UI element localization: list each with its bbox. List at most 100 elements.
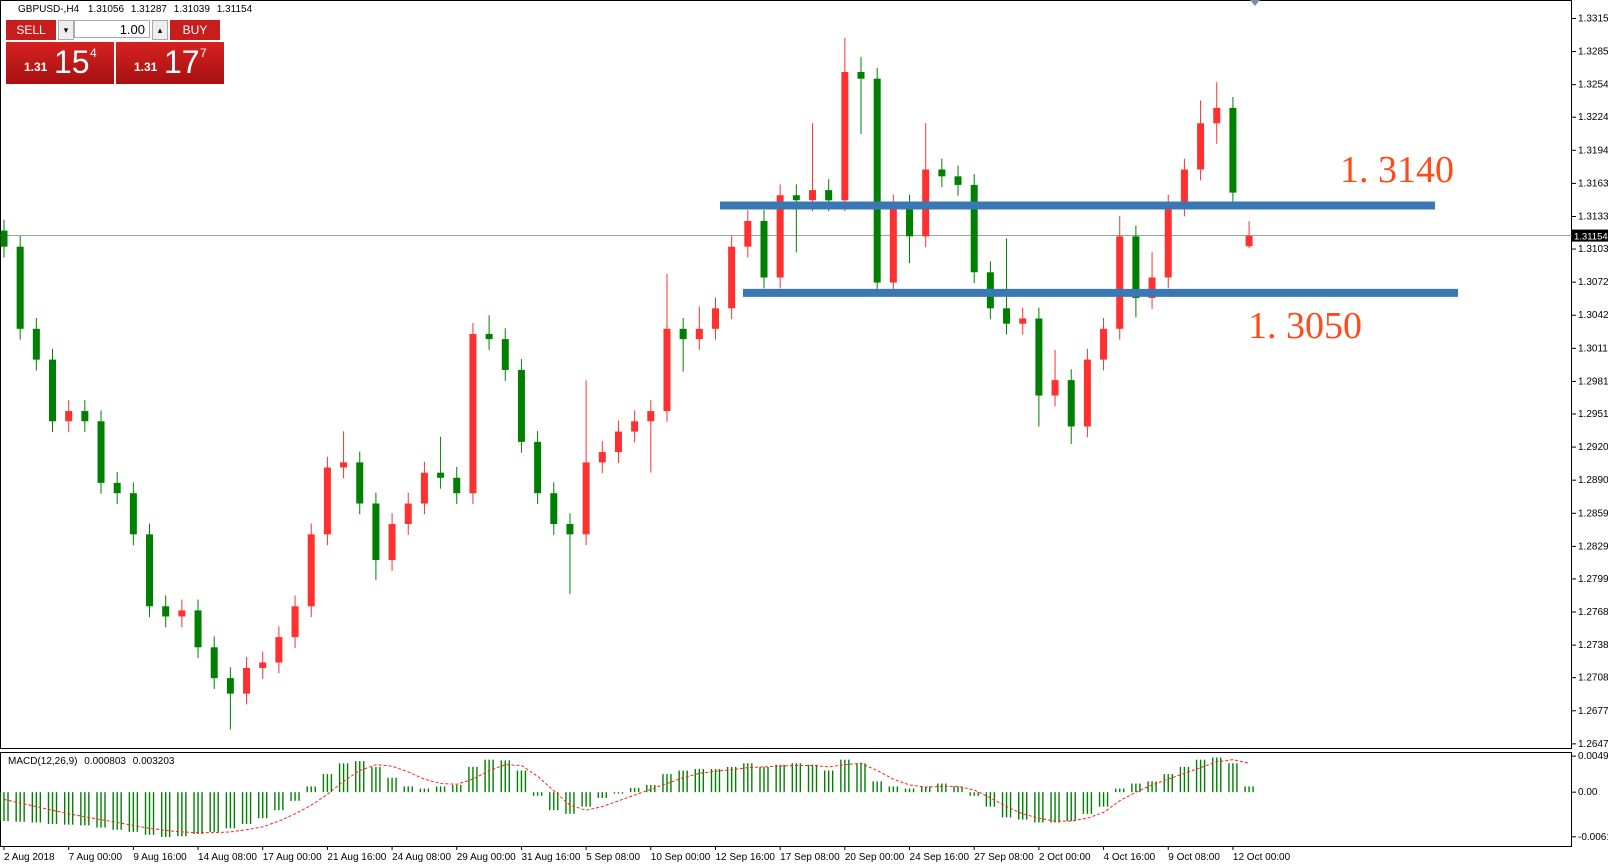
lot-up[interactable]: ▴ (152, 20, 168, 40)
candle-body (1116, 236, 1124, 329)
macd-bar (1050, 792, 1052, 823)
macd-bar (492, 759, 494, 793)
current-price-label: 1.31154 (1574, 232, 1608, 243)
macd-bar (1106, 792, 1109, 807)
y-tick-label: 1.31330 (1578, 211, 1608, 222)
macd-bar (1038, 792, 1040, 823)
macd-bar (1216, 757, 1218, 793)
macd-bar (161, 792, 163, 837)
sell-price[interactable]: 1.31 15 4 (6, 42, 114, 84)
candle-body (695, 328, 703, 340)
macd-bar (136, 792, 139, 832)
macd-bar (573, 792, 575, 814)
macd-bar (148, 792, 151, 835)
macd-bar (51, 792, 54, 824)
y-tick-label: 1.28900 (1578, 475, 1608, 486)
macd-bar (1212, 757, 1214, 793)
macd-bar (15, 792, 17, 822)
current-price-tag (1572, 229, 1608, 242)
macd-bar (35, 792, 38, 823)
lot-down[interactable]: ▾ (58, 20, 74, 40)
y-tick-label: 1.30420 (1578, 310, 1608, 321)
macd-bar (96, 792, 98, 828)
x-tick-label: 27 Sep 08:00 (974, 852, 1034, 863)
macd-bar (314, 786, 316, 793)
x-tick-label: 7 Aug 00:00 (69, 852, 123, 863)
macd-bar (100, 792, 102, 828)
macd-y-tick-label: 0.00 (1578, 787, 1598, 798)
macd-bar (3, 792, 5, 822)
candle-body (1035, 318, 1043, 396)
y-tick-label: 1.33155 (1578, 13, 1608, 24)
macd-bar (128, 792, 131, 832)
macd-bar (120, 792, 122, 830)
macd-bar (104, 792, 106, 828)
macd-bar (225, 792, 228, 829)
candle-body (178, 610, 186, 617)
x-tick-label: 10 Sep 00:00 (651, 852, 711, 863)
candle-body (728, 246, 736, 309)
macd-bar (165, 792, 167, 837)
lot-input[interactable]: 1.00 (74, 20, 150, 38)
candle-body (16, 246, 24, 329)
macd-bar (646, 784, 648, 793)
macd-bar (565, 792, 567, 814)
macd-bar (1167, 774, 1169, 793)
macd-bar (864, 763, 866, 793)
macd-bar (1022, 792, 1024, 820)
candle-body (744, 220, 752, 247)
y-tick-label: 1.30115 (1578, 343, 1608, 354)
buy-button[interactable]: BUY (170, 20, 220, 40)
macd-bar (152, 792, 155, 835)
macd-bar (1082, 792, 1085, 814)
macd-bar (67, 792, 70, 825)
candle-body (1180, 169, 1188, 206)
candle-body (49, 359, 57, 422)
macd-bar (1179, 766, 1182, 793)
macd-bar (249, 792, 252, 824)
header-open: 1.31056 (88, 4, 125, 15)
x-tick-label: 17 Sep 08:00 (780, 852, 840, 863)
x-tick-label: 20 Sep 00:00 (845, 852, 905, 863)
macd-bar (629, 787, 632, 793)
macd-bar (1195, 759, 1198, 793)
candle-body (534, 441, 542, 494)
buy-price-pips: 17 (164, 44, 200, 80)
macd-bar (278, 792, 280, 811)
macd-bar (460, 784, 462, 793)
macd-bar (1005, 792, 1008, 818)
macd-bar (747, 763, 749, 793)
macd-bar (1123, 788, 1125, 793)
macd-bar (860, 763, 862, 793)
sell-button[interactable]: SELL (6, 20, 56, 40)
macd-y-tick-label: -0.00618 (1578, 832, 1608, 843)
y-tick-label: 1.28290 (1578, 541, 1608, 552)
macd-bar (84, 792, 86, 826)
x-tick-label: 2 Aug 2018 (4, 852, 55, 863)
candle-body (485, 333, 493, 340)
candle-body (938, 169, 946, 177)
macd-bar (1228, 763, 1230, 793)
macd-bar (650, 784, 652, 793)
macd-signal-value: 0.003203 (133, 756, 175, 767)
macd-bar (682, 770, 684, 793)
macd-y-tick-label: 0.00499 (1578, 751, 1608, 762)
macd-bar (169, 792, 171, 837)
macd-bar (532, 792, 535, 796)
candle-body (1003, 308, 1011, 324)
candle-body (113, 482, 121, 494)
y-tick-label: 1.26775 (1578, 706, 1608, 717)
candle-body (501, 339, 509, 370)
macd-bar (783, 764, 785, 793)
candle-body (372, 503, 380, 561)
macd-bar (799, 763, 802, 793)
candle-body (582, 462, 590, 535)
macd-bar (1009, 792, 1012, 818)
macd-bar (536, 792, 539, 796)
buy-price[interactable]: 1.31 17 7 (116, 42, 224, 84)
candle-body (0, 230, 8, 247)
candle-body (146, 534, 154, 607)
macd-bar (1187, 766, 1190, 793)
macd-bar (969, 792, 971, 796)
